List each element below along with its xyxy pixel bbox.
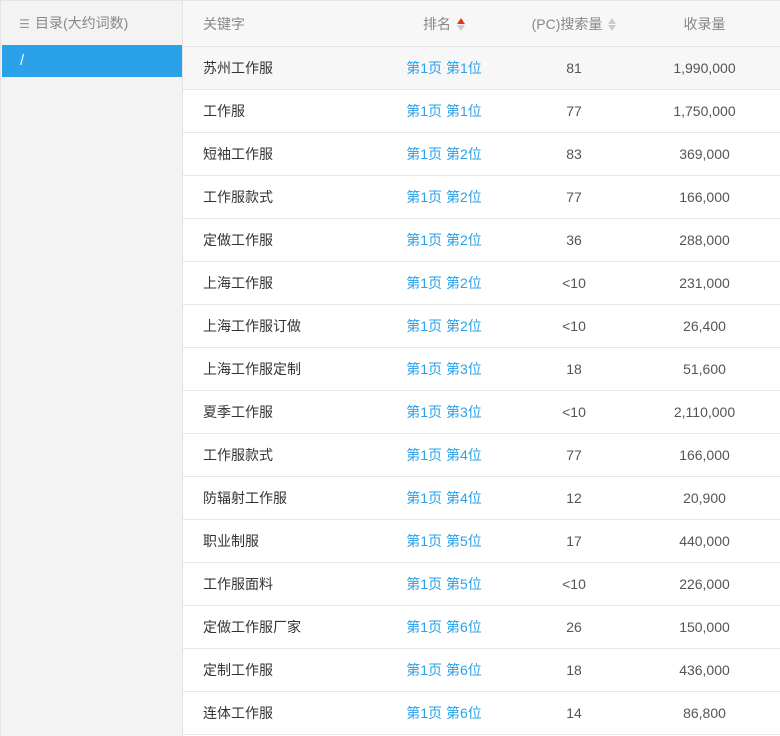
indexed-cell: 1,750,000 [629, 89, 780, 133]
rank-cell[interactable]: 第1页 第2位 [369, 261, 519, 305]
pc-volume-cell: 18 [519, 648, 629, 692]
table-row: 上海工作服 第1页 第2位 <10 231,000 [183, 261, 780, 305]
sort-pc-volume-icon[interactable] [608, 17, 617, 32]
indexed-cell: 150,000 [629, 605, 780, 649]
keyword-cell: 工作服款式 [183, 433, 369, 477]
rank-cell[interactable]: 第1页 第2位 [369, 218, 519, 262]
rank-cell[interactable]: 第1页 第4位 [369, 433, 519, 477]
table-row: 工作服款式 第1页 第4位 77 166,000 [183, 433, 780, 477]
pc-volume-cell: 77 [519, 175, 629, 219]
pc-volume-cell: 14 [519, 691, 629, 735]
rank-cell[interactable]: 第1页 第2位 [369, 304, 519, 348]
table-row: 定做工作服厂家 第1页 第6位 26 150,000 [183, 605, 780, 649]
keyword-cell: 工作服款式 [183, 175, 369, 219]
directory-sidebar: ☰ 目录(大约词数) / [0, 0, 183, 736]
pc-volume-cell: 83 [519, 132, 629, 176]
pc-volume-cell: 77 [519, 89, 629, 133]
rank-cell[interactable]: 第1页 第2位 [369, 132, 519, 176]
keyword-cell: 短袖工作服 [183, 132, 369, 176]
table-row: 上海工作服订做 第1页 第2位 <10 26,400 [183, 304, 780, 348]
indexed-cell: 51,600 [629, 347, 780, 391]
indexed-cell: 86,800 [629, 691, 780, 735]
keyword-cell: 定做工作服厂家 [183, 605, 369, 649]
indexed-cell: 26,400 [629, 304, 780, 348]
rank-cell[interactable]: 第1页 第5位 [369, 519, 519, 563]
table-row: 工作服款式 第1页 第2位 77 166,000 [183, 175, 780, 219]
header-rank-label: 排名 [423, 15, 451, 32]
pc-volume-cell: 36 [519, 218, 629, 262]
keyword-cell: 防辐射工作服 [183, 476, 369, 520]
sidebar-title: 目录(大约词数) [35, 15, 129, 31]
table-row: 防辐射工作服 第1页 第4位 12 20,900 [183, 476, 780, 520]
table-row: 职业制服 第1页 第5位 17 440,000 [183, 519, 780, 563]
table-row: 连体工作服 第1页 第6位 14 86,800 [183, 691, 780, 735]
header-rank[interactable]: 排名 [369, 0, 519, 47]
keyword-cell: 上海工作服 [183, 261, 369, 305]
header-pc-volume-label: (PC)搜索量 [531, 15, 603, 32]
table-row: 定做工作服 第1页 第2位 36 288,000 [183, 218, 780, 262]
keyword-table: 关键字 排名 (PC)搜索量 收录量 苏州工作服 第1页 第1位 81 1,990,0… [183, 0, 780, 735]
table-row: 工作服面料 第1页 第5位 <10 226,000 [183, 562, 780, 606]
keyword-cell: 定做工作服 [183, 218, 369, 262]
table-row: 短袖工作服 第1页 第2位 83 369,000 [183, 132, 780, 176]
rank-cell[interactable]: 第1页 第6位 [369, 691, 519, 735]
table-row: 工作服 第1页 第1位 77 1,750,000 [183, 89, 780, 133]
keyword-cell: 夏季工作服 [183, 390, 369, 434]
indexed-cell: 436,000 [629, 648, 780, 692]
indexed-cell: 231,000 [629, 261, 780, 305]
indexed-cell: 166,000 [629, 433, 780, 477]
table-row: 苏州工作服 第1页 第1位 81 1,990,000 [183, 46, 780, 90]
pc-volume-cell: 77 [519, 433, 629, 477]
rank-cell[interactable]: 第1页 第3位 [369, 390, 519, 434]
table-row: 上海工作服定制 第1页 第3位 18 51,600 [183, 347, 780, 391]
rank-cell[interactable]: 第1页 第1位 [369, 89, 519, 133]
indexed-cell: 2,110,000 [629, 390, 780, 434]
table-row: 夏季工作服 第1页 第3位 <10 2,110,000 [183, 390, 780, 434]
keyword-cell: 定制工作服 [183, 648, 369, 692]
indexed-cell: 288,000 [629, 218, 780, 262]
list-icon: ☰ [19, 17, 30, 31]
pc-volume-cell: 26 [519, 605, 629, 649]
indexed-cell: 166,000 [629, 175, 780, 219]
indexed-cell: 369,000 [629, 132, 780, 176]
pc-volume-cell: 18 [519, 347, 629, 391]
rank-cell[interactable]: 第1页 第1位 [369, 46, 519, 90]
indexed-cell: 226,000 [629, 562, 780, 606]
pc-volume-cell: <10 [519, 261, 629, 305]
sidebar-header: ☰ 目录(大约词数) [1, 0, 182, 45]
pc-volume-cell: <10 [519, 390, 629, 434]
rank-cell[interactable]: 第1页 第4位 [369, 476, 519, 520]
sort-rank-icon[interactable] [457, 17, 465, 32]
header-pc-volume[interactable]: (PC)搜索量 [519, 0, 629, 47]
keyword-cell: 连体工作服 [183, 691, 369, 735]
keyword-cell: 上海工作服订做 [183, 304, 369, 348]
pc-volume-cell: <10 [519, 304, 629, 348]
pc-volume-cell: 17 [519, 519, 629, 563]
rank-cell[interactable]: 第1页 第6位 [369, 605, 519, 649]
indexed-cell: 1,990,000 [629, 46, 780, 90]
header-keyword: 关键字 [183, 0, 369, 47]
keyword-cell: 上海工作服定制 [183, 347, 369, 391]
rank-cell[interactable]: 第1页 第5位 [369, 562, 519, 606]
header-indexed: 收录量 [629, 0, 780, 47]
keyword-cell: 工作服面料 [183, 562, 369, 606]
rank-cell[interactable]: 第1页 第2位 [369, 175, 519, 219]
table-header-row: 关键字 排名 (PC)搜索量 收录量 [183, 0, 780, 47]
pc-volume-cell: 12 [519, 476, 629, 520]
keyword-cell: 工作服 [183, 89, 369, 133]
rank-cell[interactable]: 第1页 第6位 [369, 648, 519, 692]
indexed-cell: 20,900 [629, 476, 780, 520]
keyword-cell: 职业制服 [183, 519, 369, 563]
keyword-cell: 苏州工作服 [183, 46, 369, 90]
indexed-cell: 440,000 [629, 519, 780, 563]
keyword-table-panel: 关键字 排名 (PC)搜索量 收录量 苏州工作服 第1页 第1位 81 1,990,0… [183, 0, 780, 735]
pc-volume-cell: <10 [519, 562, 629, 606]
pc-volume-cell: 81 [519, 46, 629, 90]
table-row: 定制工作服 第1页 第6位 18 436,000 [183, 648, 780, 692]
rank-cell[interactable]: 第1页 第3位 [369, 347, 519, 391]
sidebar-item-root[interactable]: / [2, 45, 182, 77]
